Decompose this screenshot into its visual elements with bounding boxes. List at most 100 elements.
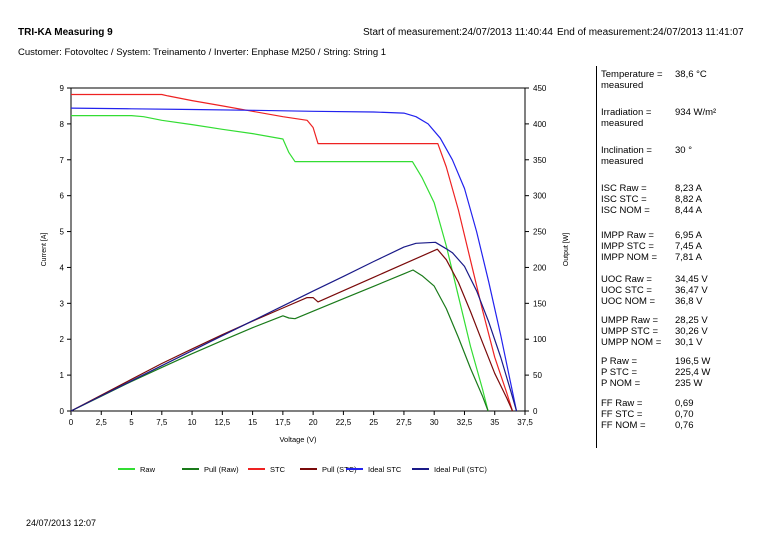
plot-frame (70, 87, 526, 412)
measurement-value: 196,5 W (675, 356, 711, 367)
x-tick-label: 22,5 (336, 418, 352, 427)
x-tick-label: 25 (369, 418, 378, 427)
measurement-panel: Temperature = measured 38,6 °C Irradiati… (596, 66, 757, 448)
y2-tick-label: 150 (533, 299, 547, 308)
x-tick-label: 35 (490, 418, 499, 427)
measurement-label: UMPP STC = (601, 326, 659, 337)
y2-tick-label: 100 (533, 335, 547, 344)
measurement-label: IMPP STC = (601, 241, 654, 252)
x-tick-label: 32,5 (457, 418, 473, 427)
y2-tick-label: 350 (533, 156, 547, 165)
measurement-value: 7,81 A (675, 252, 702, 263)
y2-tick-label: 50 (533, 371, 542, 380)
legend-label: Pull (Raw) (204, 465, 239, 474)
measurement-label: FF STC = (601, 409, 643, 420)
x-tick-label: 27,5 (396, 418, 412, 427)
x-tick-label: 12,5 (215, 418, 231, 427)
x-tick-label: 20 (309, 418, 318, 427)
measurement-label: IMPP Raw = (601, 230, 654, 241)
y-tick-label: 1 (60, 371, 65, 380)
chart-subtitle: Customer: Fotovoltec / System: Treinamen… (18, 47, 387, 58)
temperature-measured-label: measured (601, 80, 644, 91)
measurement-label: IMPP NOM = (601, 252, 658, 263)
x-tick-label: 7,5 (156, 418, 168, 427)
measurement-label: ISC STC = (601, 194, 647, 205)
temperature-value: 38,6 °C (675, 69, 707, 80)
y-tick-label: 3 (60, 299, 65, 308)
legend-label: Pull (STC) (322, 465, 357, 474)
measurement-value: 225,4 W (675, 367, 711, 378)
y2-axis-label: Output [W] (563, 233, 570, 267)
measurement-value: 235 W (675, 378, 703, 389)
measurement-value: 0,70 (675, 409, 694, 420)
temperature-label: Temperature = (601, 69, 663, 80)
measurement-value: 0,76 (675, 420, 694, 431)
series-line-6 (70, 241, 518, 412)
y-tick-label: 6 (60, 192, 65, 201)
y2-tick-label: 200 (533, 263, 547, 272)
iv-curve-chart: 0 2,5 5 7,5 10 12,5 15 17,5 20 22,5 25 27,5 30 32,5 35… (41, 84, 570, 474)
measurement-value: 34,45 V (675, 274, 708, 285)
legend-label: Raw (140, 465, 156, 474)
inclination-value: 30 ° (675, 145, 693, 156)
series-line-1 (71, 114, 489, 412)
series-line-3 (71, 93, 514, 412)
legend-label: Ideal STC (368, 465, 402, 474)
x-tick-label: 2,5 (96, 418, 108, 427)
irradiation-measured-label: measured (601, 118, 644, 129)
measurement-value: 0,69 (675, 398, 694, 409)
measurement-label: UMPP NOM = (601, 337, 662, 348)
y-tick-label: 5 (60, 228, 65, 237)
measurement-value: 30,1 V (675, 337, 703, 348)
measurement-value: 8,23 A (675, 183, 702, 194)
legend-label: Ideal Pull (STC) (434, 465, 487, 474)
y-tick-label: 4 (60, 263, 65, 272)
measurement-label: UOC NOM = (601, 296, 656, 307)
y2-tick-label: 450 (533, 84, 547, 93)
x-tick-label: 0 (69, 418, 74, 427)
measurement-label: ISC Raw = (601, 183, 647, 194)
y-tick-label: 9 (60, 84, 65, 93)
x-axis-label: Voltage (V) (279, 435, 317, 444)
measurement-value: 8,82 A (675, 194, 702, 205)
measurement-label: UOC Raw = (601, 274, 652, 285)
measurement-label: UOC STC = (601, 285, 652, 296)
measurement-value: 6,95 A (675, 230, 702, 241)
start-of-measurement: Start of measurement:24/07/2013 11:40:44 (363, 27, 553, 38)
page-title: TRI-KA Measuring 9 (18, 27, 113, 38)
x-tick-label: 10 (188, 418, 197, 427)
measurement-label: P NOM = (601, 378, 641, 389)
irradiation-label: Irradiation = (601, 107, 652, 118)
measurement-label: P Raw = (601, 356, 637, 367)
measurement-value: 30,26 V (675, 326, 708, 337)
measurement-value: 7,45 A (675, 241, 702, 252)
y2-tick-label: 400 (533, 120, 547, 129)
measurement-value: 28,25 V (675, 315, 708, 326)
x-tick-label: 15 (248, 418, 257, 427)
measurement-label: FF NOM = (601, 420, 646, 431)
y-axis-label: Current [A] (41, 233, 48, 267)
series-line-2 (70, 269, 489, 412)
y2-tick-label: 0 (533, 407, 538, 416)
measurement-value: 8,44 A (675, 205, 702, 216)
measurement-label: FF Raw = (601, 398, 643, 409)
y2-tick-label: 250 (533, 228, 547, 237)
measurement-value: 36,47 V (675, 285, 708, 296)
x-tick-label: 37,5 (517, 418, 533, 427)
footer-date: 24/07/2013 12:07 (26, 518, 97, 528)
y2-tick-label: 300 (533, 192, 547, 201)
y-tick-label: 2 (60, 335, 65, 344)
series-line-4 (70, 248, 514, 412)
measurement-label: P STC = (601, 367, 637, 378)
series-line-5 (70, 107, 518, 412)
y-tick-label: 0 (60, 407, 65, 416)
inclination-label: Inclination = (601, 145, 652, 156)
x-tick-label: 17,5 (275, 418, 291, 427)
measurement-label: UMPP Raw = (601, 315, 659, 326)
legend-label: STC (270, 465, 286, 474)
measurement-label: ISC NOM = (601, 205, 650, 216)
y-tick-label: 8 (60, 120, 65, 129)
measurement-value: 36,8 V (675, 296, 703, 307)
end-of-measurement: End of measurement:24/07/2013 11:41:07 (557, 27, 744, 38)
irradiation-value: 934 W/m² (675, 107, 717, 118)
